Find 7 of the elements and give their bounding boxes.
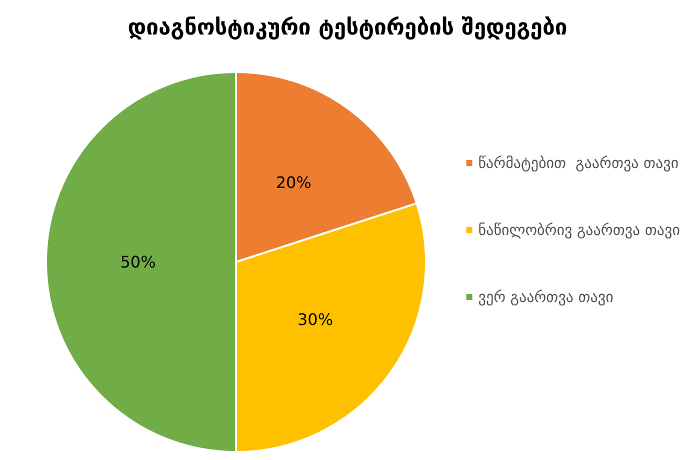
data-label: 50% <box>120 252 156 272</box>
chart-title: დიაგნოსტიკური ტესტირების შედეგები <box>128 16 568 40</box>
data-label: 20% <box>276 173 312 192</box>
legend-label: ვერ გაართვა თავი <box>478 288 614 306</box>
data-label: 30% <box>298 310 334 330</box>
legend-label: ნაწილობრივ გაართვა თავი <box>478 221 680 239</box>
legend-label: წარმატებით გაართვა თავი <box>478 154 679 172</box>
